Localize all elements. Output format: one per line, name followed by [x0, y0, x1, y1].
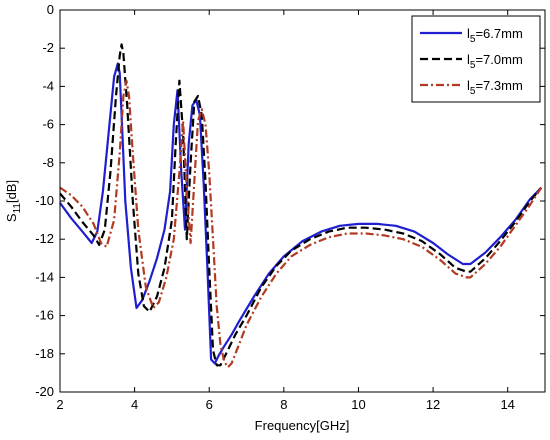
legend-label-suffix: =7.0mm: [475, 52, 522, 67]
y-tick-label: -16: [35, 308, 54, 323]
x-axis: 2 4 6 8 10 12 14: [56, 10, 515, 412]
y-axis: 0 -2 -4 -6 -8 -10 -12 -14 -16 -18 -20: [35, 2, 545, 399]
y-tick-label: -20: [35, 384, 54, 399]
legend-label-main: l: [467, 52, 470, 67]
legend-label-sub: 5: [470, 86, 476, 97]
x-tick-label: 8: [280, 397, 287, 412]
x-tick-label: 2: [56, 397, 63, 412]
y-tick-label: -2: [42, 40, 54, 55]
y-axis-label: S11[dB]: [4, 180, 23, 222]
y-tick-label: -6: [42, 117, 54, 132]
x-tick-label: 12: [426, 397, 440, 412]
series-layer: [59, 43, 543, 369]
legend-label-3: l5=7.3mm: [467, 78, 523, 97]
legend-label-1: l5=6.7mm: [467, 26, 523, 45]
y-tick-label: -4: [42, 78, 54, 93]
legend-label-2: l5=7.0mm: [467, 52, 523, 71]
legend-label-main: l: [467, 26, 470, 41]
x-tick-label: 4: [131, 397, 138, 412]
legend-label-sub: 5: [470, 60, 476, 71]
y-tick-label: -12: [35, 231, 54, 246]
x-tick-label: 6: [206, 397, 213, 412]
y-tick-label: -14: [35, 269, 54, 284]
y-axis-label-sub: 11: [12, 203, 23, 214]
y-tick-label: -18: [35, 346, 54, 361]
y-tick-label: -8: [42, 155, 54, 170]
y-tick-label: 0: [47, 2, 54, 17]
x-tick-label: 10: [351, 397, 365, 412]
legend-label-sub: 5: [470, 34, 476, 45]
x-tick-label: 14: [500, 397, 514, 412]
legend-label-suffix: =7.3mm: [475, 78, 522, 93]
y-axis-label-suffix: [dB]: [4, 180, 19, 203]
legend-label-suffix: =6.7mm: [475, 26, 522, 41]
series-line-2: [59, 43, 543, 367]
series-line-3: [59, 79, 543, 369]
x-axis-label: Frequency[GHz]: [255, 418, 350, 433]
series-line-1: [59, 62, 543, 365]
legend-label-main: l: [467, 78, 470, 93]
y-tick-label: -10: [35, 193, 54, 208]
y-axis-label-main: S: [4, 213, 19, 222]
